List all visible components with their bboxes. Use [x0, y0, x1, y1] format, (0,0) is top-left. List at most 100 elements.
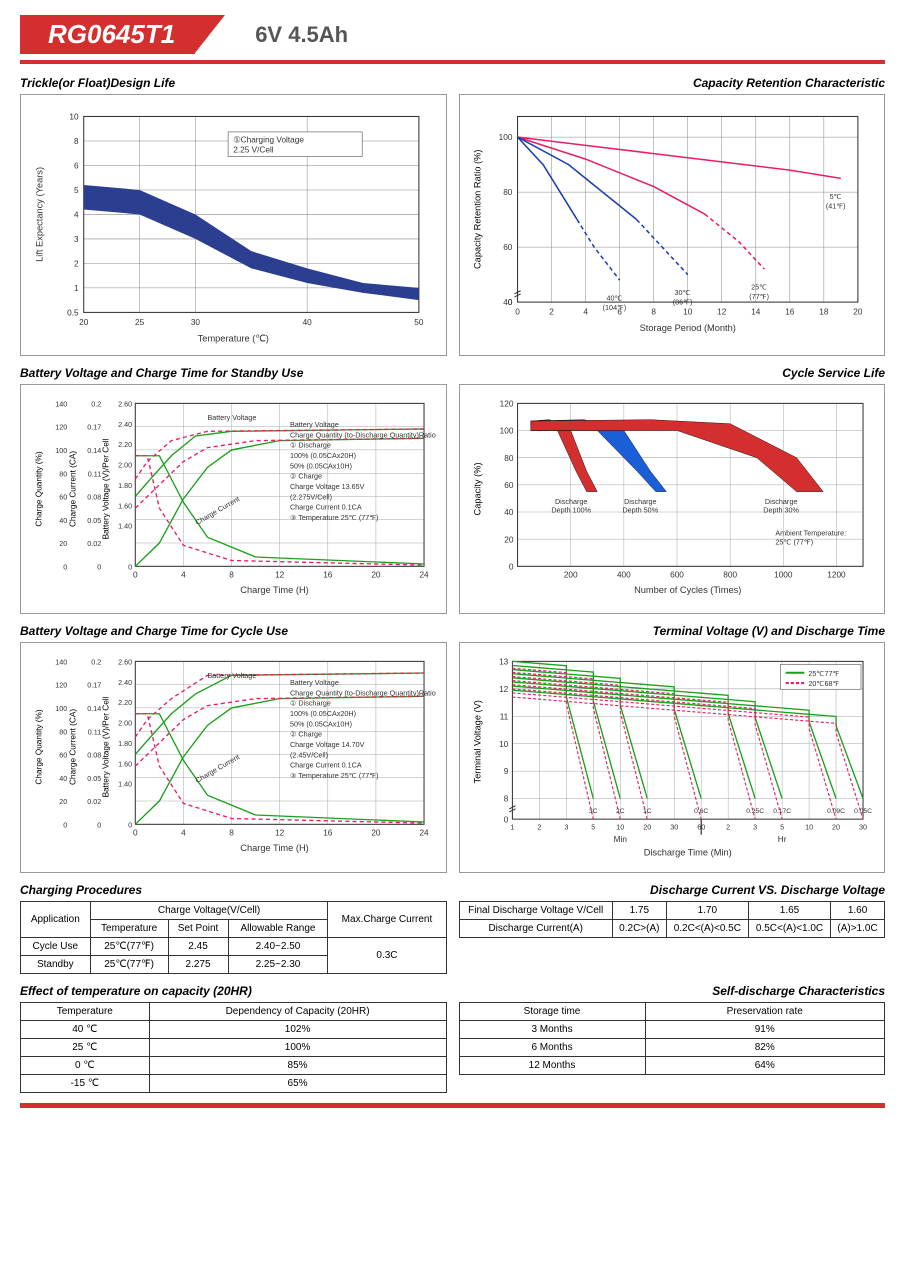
svg-text:10: 10: [805, 823, 813, 832]
self-discharge-title: Self-discharge Characteristics: [459, 984, 886, 998]
cycleuse-chart: 020406080100120140Charge Quantity (%)00.…: [27, 649, 440, 866]
svg-text:(2.275V/Cell): (2.275V/Cell): [290, 492, 332, 501]
svg-text:2.60: 2.60: [118, 658, 132, 667]
svg-text:8: 8: [74, 137, 79, 146]
svg-text:14: 14: [751, 307, 761, 316]
svg-text:Min: Min: [613, 835, 627, 844]
svg-text:Battery Voltage: Battery Voltage: [290, 420, 339, 429]
svg-text:0: 0: [97, 562, 101, 571]
trickle-title: Trickle(or Float)Design Life: [20, 76, 447, 90]
svg-text:25℃77℉: 25℃77℉: [808, 669, 839, 678]
svg-text:8: 8: [651, 307, 656, 316]
svg-text:Lift Expectancy (Years): Lift Expectancy (Years): [34, 167, 44, 262]
retention-section: Capacity Retention Characteristic 024681…: [459, 76, 886, 356]
svg-text:(86℉): (86℉): [672, 298, 692, 307]
svg-text:16: 16: [785, 307, 795, 316]
svg-text:0: 0: [515, 307, 520, 316]
svg-text:9: 9: [503, 767, 508, 776]
svg-text:3: 3: [74, 235, 79, 244]
svg-text:50: 50: [414, 318, 424, 327]
svg-text:Charge Quantity (%): Charge Quantity (%): [34, 451, 43, 526]
svg-text:0.09C: 0.09C: [827, 808, 845, 815]
svg-text:0.02: 0.02: [87, 539, 101, 548]
svg-text:12: 12: [275, 570, 285, 579]
svg-text:10: 10: [683, 307, 693, 316]
svg-text:20: 20: [79, 318, 89, 327]
svg-text:25℃ (77℉): 25℃ (77℉): [775, 537, 813, 546]
svg-text:120: 120: [55, 422, 67, 431]
svg-text:0: 0: [133, 829, 138, 838]
retention-title: Capacity Retention Characteristic: [459, 76, 886, 90]
svg-text:Battery Voltage (V)/Per Cell: Battery Voltage (V)/Per Cell: [101, 438, 110, 539]
svg-text:2: 2: [537, 823, 541, 832]
svg-text:120: 120: [55, 681, 67, 690]
svg-text:Charge Quantity (to-Discharge: Charge Quantity (to-Discharge Quantity)R…: [290, 430, 436, 439]
svg-text:Battery Voltage: Battery Voltage: [207, 671, 256, 680]
svg-text:0.11: 0.11: [88, 469, 101, 478]
temp-cap-section: Effect of temperature on capacity (20HR)…: [20, 984, 447, 1093]
svg-text:10: 10: [616, 823, 624, 832]
svg-text:4: 4: [74, 211, 79, 220]
svg-text:0.14: 0.14: [87, 446, 101, 455]
svg-text:0: 0: [507, 298, 512, 307]
svg-text:(77℉): (77℉): [749, 292, 769, 301]
terminal-chart: 123510203060235102030891011121303C2C1C0.…: [466, 649, 879, 866]
svg-text:20: 20: [371, 570, 381, 579]
svg-text:Charge Quantity (to-Discharge: Charge Quantity (to-Discharge Quantity)R…: [290, 688, 436, 697]
svg-text:1.80: 1.80: [118, 739, 132, 748]
svg-text:Terminal Voltage (V): Terminal Voltage (V): [472, 700, 482, 783]
svg-text:0: 0: [128, 562, 132, 571]
svg-text:(2.45V/Cell): (2.45V/Cell): [290, 750, 328, 759]
svg-text:Charge Current (CA): Charge Current (CA): [68, 709, 77, 785]
svg-text:8: 8: [229, 570, 234, 579]
svg-text:6: 6: [74, 162, 79, 171]
svg-text:Charge Time (H): Charge Time (H): [240, 843, 308, 853]
svg-text:80: 80: [503, 188, 513, 197]
svg-text:Capacity Retention Ratio (%): Capacity Retention Ratio (%): [472, 150, 482, 269]
svg-text:2.60: 2.60: [118, 399, 132, 408]
self-discharge-table: Storage timePreservation rate3 Months91%…: [459, 1002, 886, 1075]
svg-text:1.60: 1.60: [118, 759, 132, 768]
svg-text:3: 3: [753, 823, 757, 832]
svg-text:1: 1: [74, 284, 79, 293]
svg-text:Charge Current (CA): Charge Current (CA): [68, 450, 77, 526]
standby-chart: 020406080100120140Charge Quantity (%)00.…: [27, 391, 440, 608]
svg-text:0.25C: 0.25C: [746, 808, 764, 815]
svg-text:5℃: 5℃: [829, 192, 841, 201]
svg-text:16: 16: [323, 570, 333, 579]
svg-text:3: 3: [564, 823, 568, 832]
svg-text:(104℉): (104℉): [602, 303, 626, 312]
svg-text:① Discharge: ① Discharge: [290, 699, 331, 708]
svg-text:0: 0: [97, 820, 101, 829]
svg-text:40: 40: [303, 318, 313, 327]
svg-text:60: 60: [59, 492, 67, 501]
svg-text:40℃: 40℃: [606, 294, 622, 303]
svg-text:100: 100: [55, 704, 67, 713]
svg-text:Ambient Temperature:: Ambient Temperature:: [775, 528, 846, 537]
svg-text:100% (0.05CAx20H): 100% (0.05CAx20H): [290, 451, 356, 460]
self-discharge-section: Self-discharge Characteristics Storage t…: [459, 984, 886, 1093]
terminal-title: Terminal Voltage (V) and Discharge Time: [459, 624, 886, 638]
cyclelife-chart: 20040060080010001200020406080100120Disch…: [466, 391, 879, 608]
svg-text:800: 800: [723, 570, 737, 579]
svg-text:25: 25: [135, 318, 145, 327]
svg-text:1.40: 1.40: [118, 780, 132, 789]
svg-text:40: 40: [59, 515, 67, 524]
svg-text:18: 18: [819, 307, 829, 316]
svg-text:Charge Voltage 13.65V: Charge Voltage 13.65V: [290, 481, 365, 490]
svg-text:80: 80: [59, 469, 67, 478]
svg-text:16: 16: [323, 829, 333, 838]
svg-text:Storage Period (Month): Storage Period (Month): [639, 323, 735, 333]
svg-text:Temperature (℃): Temperature (℃): [198, 333, 269, 343]
discharge-table: Final Discharge Voltage V/Cell1.751.701.…: [459, 901, 886, 938]
svg-text:80: 80: [59, 727, 67, 736]
svg-text:100: 100: [498, 133, 512, 142]
svg-text:100: 100: [499, 426, 513, 435]
svg-text:0.11: 0.11: [88, 727, 101, 736]
temp-capacity-table: TemperatureDependency of Capacity (20HR)…: [20, 1002, 447, 1093]
svg-text:13: 13: [499, 658, 509, 667]
svg-text:Depth 100%: Depth 100%: [551, 505, 591, 514]
svg-text:3C: 3C: [589, 808, 598, 815]
svg-text:4: 4: [181, 570, 186, 579]
svg-text:140: 140: [55, 658, 67, 667]
